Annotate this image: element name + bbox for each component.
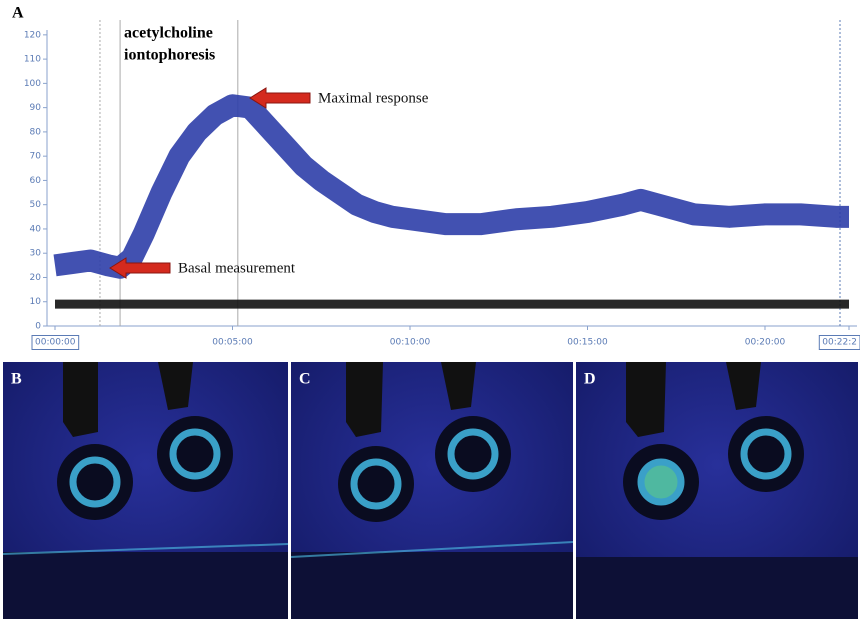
y-tick-label: 0 bbox=[35, 322, 41, 332]
x-tick-label: 00:20:00 bbox=[745, 338, 786, 348]
y-tick-label: 80 bbox=[30, 127, 42, 137]
series-line bbox=[53, 94, 849, 279]
annotation: acetylcholine bbox=[124, 25, 213, 42]
y-tick-label: 10 bbox=[30, 297, 42, 307]
y-tick-label: 60 bbox=[30, 176, 42, 186]
arrow bbox=[109, 257, 171, 279]
image-panels: B C D bbox=[2, 362, 858, 619]
arrow bbox=[249, 87, 311, 109]
x-tick-label: 00:10:00 bbox=[390, 338, 431, 348]
panel-label: A bbox=[12, 5, 24, 22]
x-tick-label: 00:05:00 bbox=[212, 338, 253, 348]
panel-label: D bbox=[584, 371, 596, 388]
y-tick-label: 100 bbox=[24, 79, 41, 89]
y-tick-label: 20 bbox=[30, 273, 42, 283]
annotation: iontophoresis bbox=[124, 47, 215, 64]
y-tick-label: 110 bbox=[24, 55, 41, 65]
x-tick-label: 00:15:00 bbox=[567, 338, 608, 348]
y-tick-label: 50 bbox=[30, 200, 42, 210]
panel-label: B bbox=[11, 371, 22, 388]
x-tick-box bbox=[818, 335, 860, 350]
panel-label: C bbox=[299, 371, 311, 388]
x-tick-box bbox=[31, 335, 80, 350]
y-tick-label: 30 bbox=[30, 249, 42, 259]
y-tick-label: 120 bbox=[24, 30, 41, 40]
annotation: Basal measurement bbox=[178, 260, 296, 276]
y-tick-label: 40 bbox=[30, 224, 42, 234]
y-tick-label: 90 bbox=[30, 103, 42, 113]
x-tick-label: 00:00:00 bbox=[35, 338, 76, 348]
annotation: Maximal response bbox=[318, 90, 429, 106]
y-tick-label: 70 bbox=[30, 152, 42, 162]
x-tick-label: 00:22:2 bbox=[822, 338, 857, 348]
